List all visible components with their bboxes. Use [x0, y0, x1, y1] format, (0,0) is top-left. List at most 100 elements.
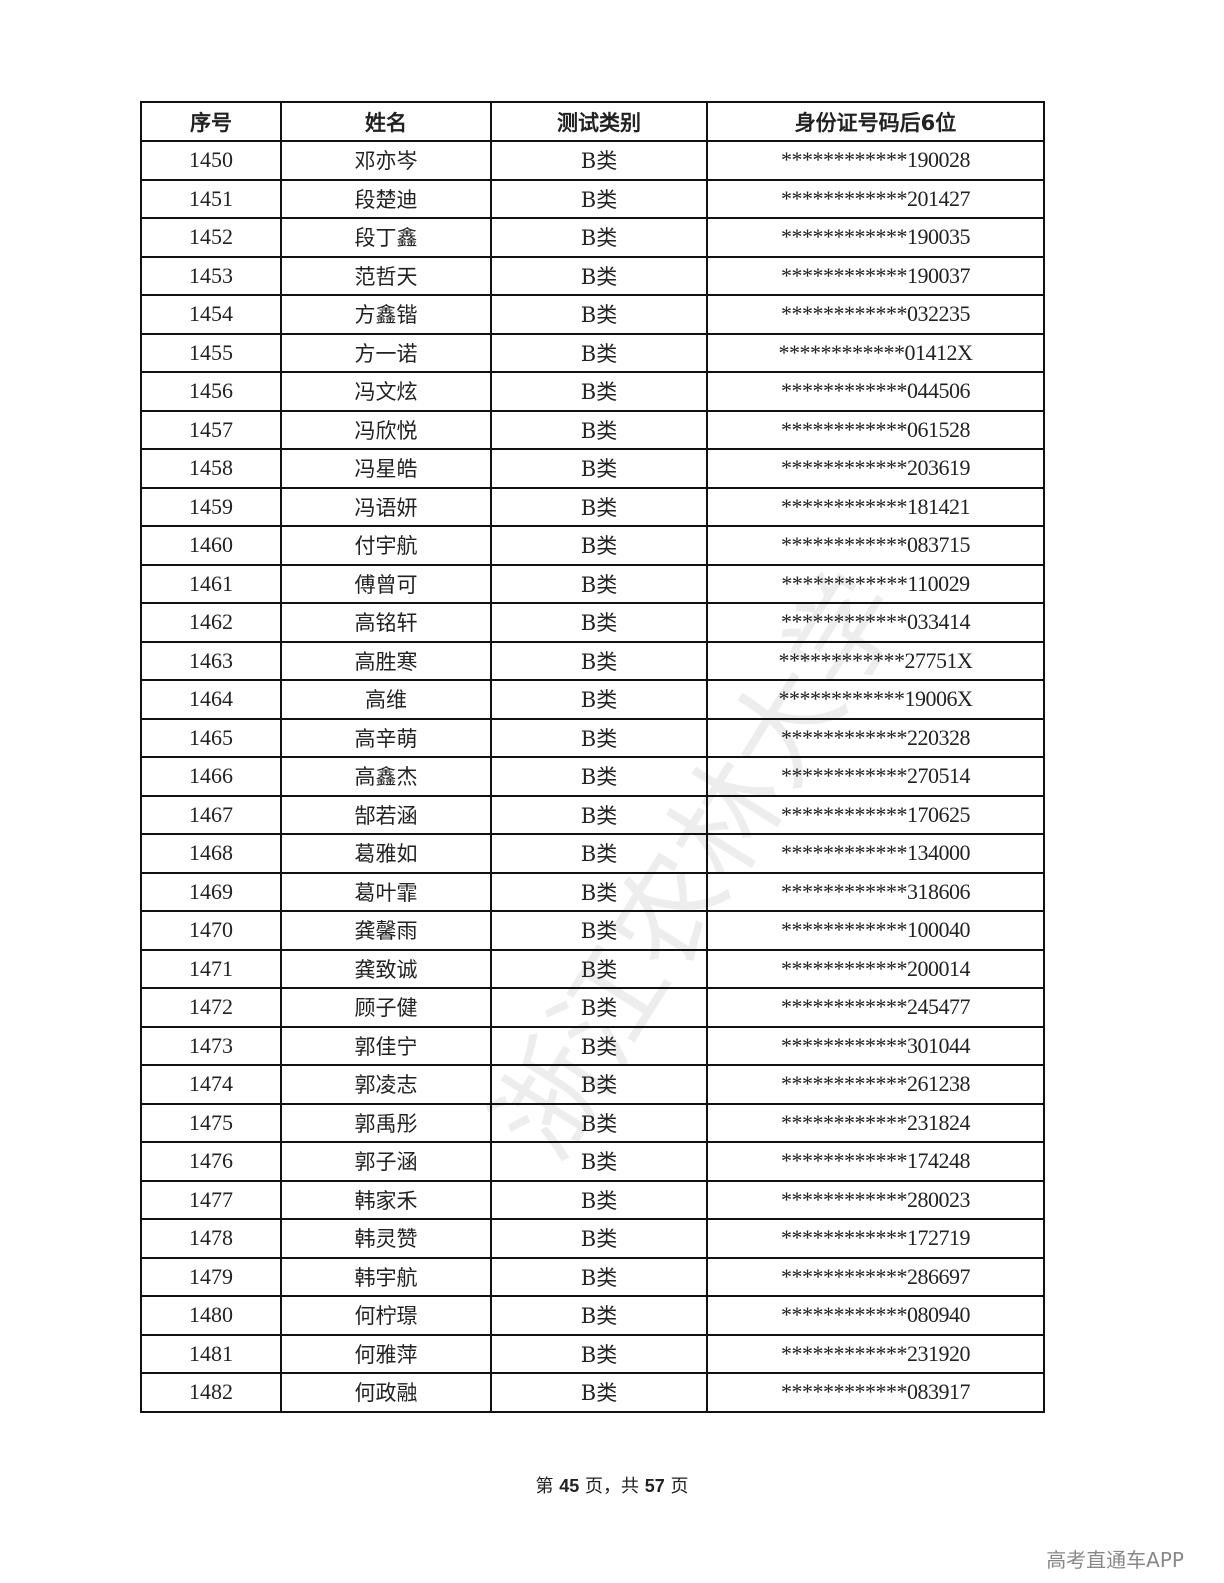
cell-name: 龚馨雨	[280, 910, 492, 951]
cell-id: ************172719	[706, 1218, 1045, 1259]
header-id: 身份证号码后6位	[706, 101, 1045, 142]
student-table: 序号 姓名 测试类别 身份证号码后6位 1450 邓亦岑 B类 ***********…	[140, 101, 1045, 1413]
cell-id: ************190028	[706, 140, 1045, 181]
cell-name: 冯语妍	[280, 486, 492, 527]
cell-id: ************033414	[706, 602, 1045, 643]
table-row: 1476 郭子涵 B类 ************174248	[140, 1141, 1045, 1182]
cell-id: ************261238	[706, 1064, 1045, 1105]
cell-index: 1455	[140, 332, 282, 373]
cell-index: 1470	[140, 910, 282, 951]
cell-id: ************032235	[706, 294, 1045, 335]
table-row: 1461 傅曾可 B类 ************110029	[140, 563, 1045, 604]
cell-id: ************19006X	[706, 679, 1045, 720]
header-category: 测试类别	[490, 101, 708, 142]
cell-id: ************200014	[706, 948, 1045, 989]
table-row: 1470 龚馨雨 B类 ************100040	[140, 910, 1045, 951]
table-row: 1450 邓亦岑 B类 ************190028	[140, 140, 1045, 181]
cell-category: B类	[490, 1256, 708, 1297]
cell-id: ************201427	[706, 178, 1045, 219]
cell-id: ************286697	[706, 1256, 1045, 1297]
cell-name: 韩宇航	[280, 1256, 492, 1297]
cell-name: 高辛萌	[280, 717, 492, 758]
cell-index: 1473	[140, 1025, 282, 1066]
cell-category: B类	[490, 1333, 708, 1374]
total-pages: 57	[644, 1476, 665, 1496]
cell-index: 1460	[140, 525, 282, 566]
cell-name: 何柠璟	[280, 1295, 492, 1336]
cell-id: ************083715	[706, 525, 1045, 566]
cell-category: B类	[490, 409, 708, 450]
cell-category: B类	[490, 486, 708, 527]
cell-index: 1465	[140, 717, 282, 758]
table-row: 1471 龚致诚 B类 ************200014	[140, 948, 1045, 989]
cell-category: B类	[490, 602, 708, 643]
table-row: 1475 郭禹彤 B类 ************231824	[140, 1102, 1045, 1143]
cell-index: 1459	[140, 486, 282, 527]
cell-name: 葛叶霏	[280, 871, 492, 912]
cell-index: 1480	[140, 1295, 282, 1336]
cell-name: 何雅萍	[280, 1333, 492, 1374]
cell-category: B类	[490, 1218, 708, 1259]
cell-name: 高胜寒	[280, 640, 492, 681]
cell-category: B类	[490, 679, 708, 720]
cell-category: B类	[490, 1141, 708, 1182]
cell-id: ************270514	[706, 756, 1045, 797]
footer-text: 页，共	[579, 1476, 645, 1497]
cell-index: 1478	[140, 1218, 282, 1259]
cell-name: 邓亦岑	[280, 140, 492, 181]
table-row: 1462 高铭轩 B类 ************033414	[140, 602, 1045, 643]
cell-index: 1464	[140, 679, 282, 720]
cell-name: 郭凌志	[280, 1064, 492, 1105]
cell-id: ************181421	[706, 486, 1045, 527]
cell-category: B类	[490, 948, 708, 989]
table-row: 1474 郭凌志 B类 ************261238	[140, 1064, 1045, 1105]
table-row: 1453 范哲天 B类 ************190037	[140, 255, 1045, 296]
table-row: 1452 段丁鑫 B类 ************190035	[140, 217, 1045, 258]
cell-id: ************245477	[706, 987, 1045, 1028]
cell-name: 冯星皓	[280, 448, 492, 489]
header-index: 序号	[140, 101, 282, 142]
cell-index: 1462	[140, 602, 282, 643]
cell-index: 1477	[140, 1179, 282, 1220]
cell-category: B类	[490, 1064, 708, 1105]
cell-name: 韩家禾	[280, 1179, 492, 1220]
page-footer: 第 45 页，共 57 页	[0, 1472, 1224, 1498]
table-row: 1463 高胜寒 B类 ************27751X	[140, 640, 1045, 681]
table-row: 1477 韩家禾 B类 ************280023	[140, 1179, 1045, 1220]
cell-category: B类	[490, 255, 708, 296]
cell-index: 1479	[140, 1256, 282, 1297]
cell-id: ************190037	[706, 255, 1045, 296]
cell-name: 何政融	[280, 1372, 492, 1413]
cell-name: 龚致诚	[280, 948, 492, 989]
cell-index: 1452	[140, 217, 282, 258]
footer-text: 第	[535, 1476, 560, 1497]
cell-id: ************203619	[706, 448, 1045, 489]
cell-index: 1453	[140, 255, 282, 296]
footer-text: 页	[664, 1476, 689, 1497]
cell-name: 高鑫杰	[280, 756, 492, 797]
cell-id: ************083917	[706, 1372, 1045, 1413]
cell-id: ************318606	[706, 871, 1045, 912]
cell-index: 1482	[140, 1372, 282, 1413]
cell-index: 1466	[140, 756, 282, 797]
cell-id: ************27751X	[706, 640, 1045, 681]
cell-name: 郭子涵	[280, 1141, 492, 1182]
table-row: 1459 冯语妍 B类 ************181421	[140, 486, 1045, 527]
table-row: 1455 方一诺 B类 ************01412X	[140, 332, 1045, 373]
cell-index: 1475	[140, 1102, 282, 1143]
cell-name: 方鑫锴	[280, 294, 492, 335]
cell-category: B类	[490, 217, 708, 258]
cell-id: ************110029	[706, 563, 1045, 604]
cell-category: B类	[490, 717, 708, 758]
table-row: 1457 冯欣悦 B类 ************061528	[140, 409, 1045, 450]
cell-category: B类	[490, 756, 708, 797]
cell-index: 1467	[140, 794, 282, 835]
cell-category: B类	[490, 1179, 708, 1220]
cell-id: ************231920	[706, 1333, 1045, 1374]
cell-id: ************174248	[706, 1141, 1045, 1182]
cell-index: 1468	[140, 833, 282, 874]
table-row: 1454 方鑫锴 B类 ************032235	[140, 294, 1045, 335]
cell-id: ************01412X	[706, 332, 1045, 373]
cell-id: ************061528	[706, 409, 1045, 450]
cell-name: 方一诺	[280, 332, 492, 373]
